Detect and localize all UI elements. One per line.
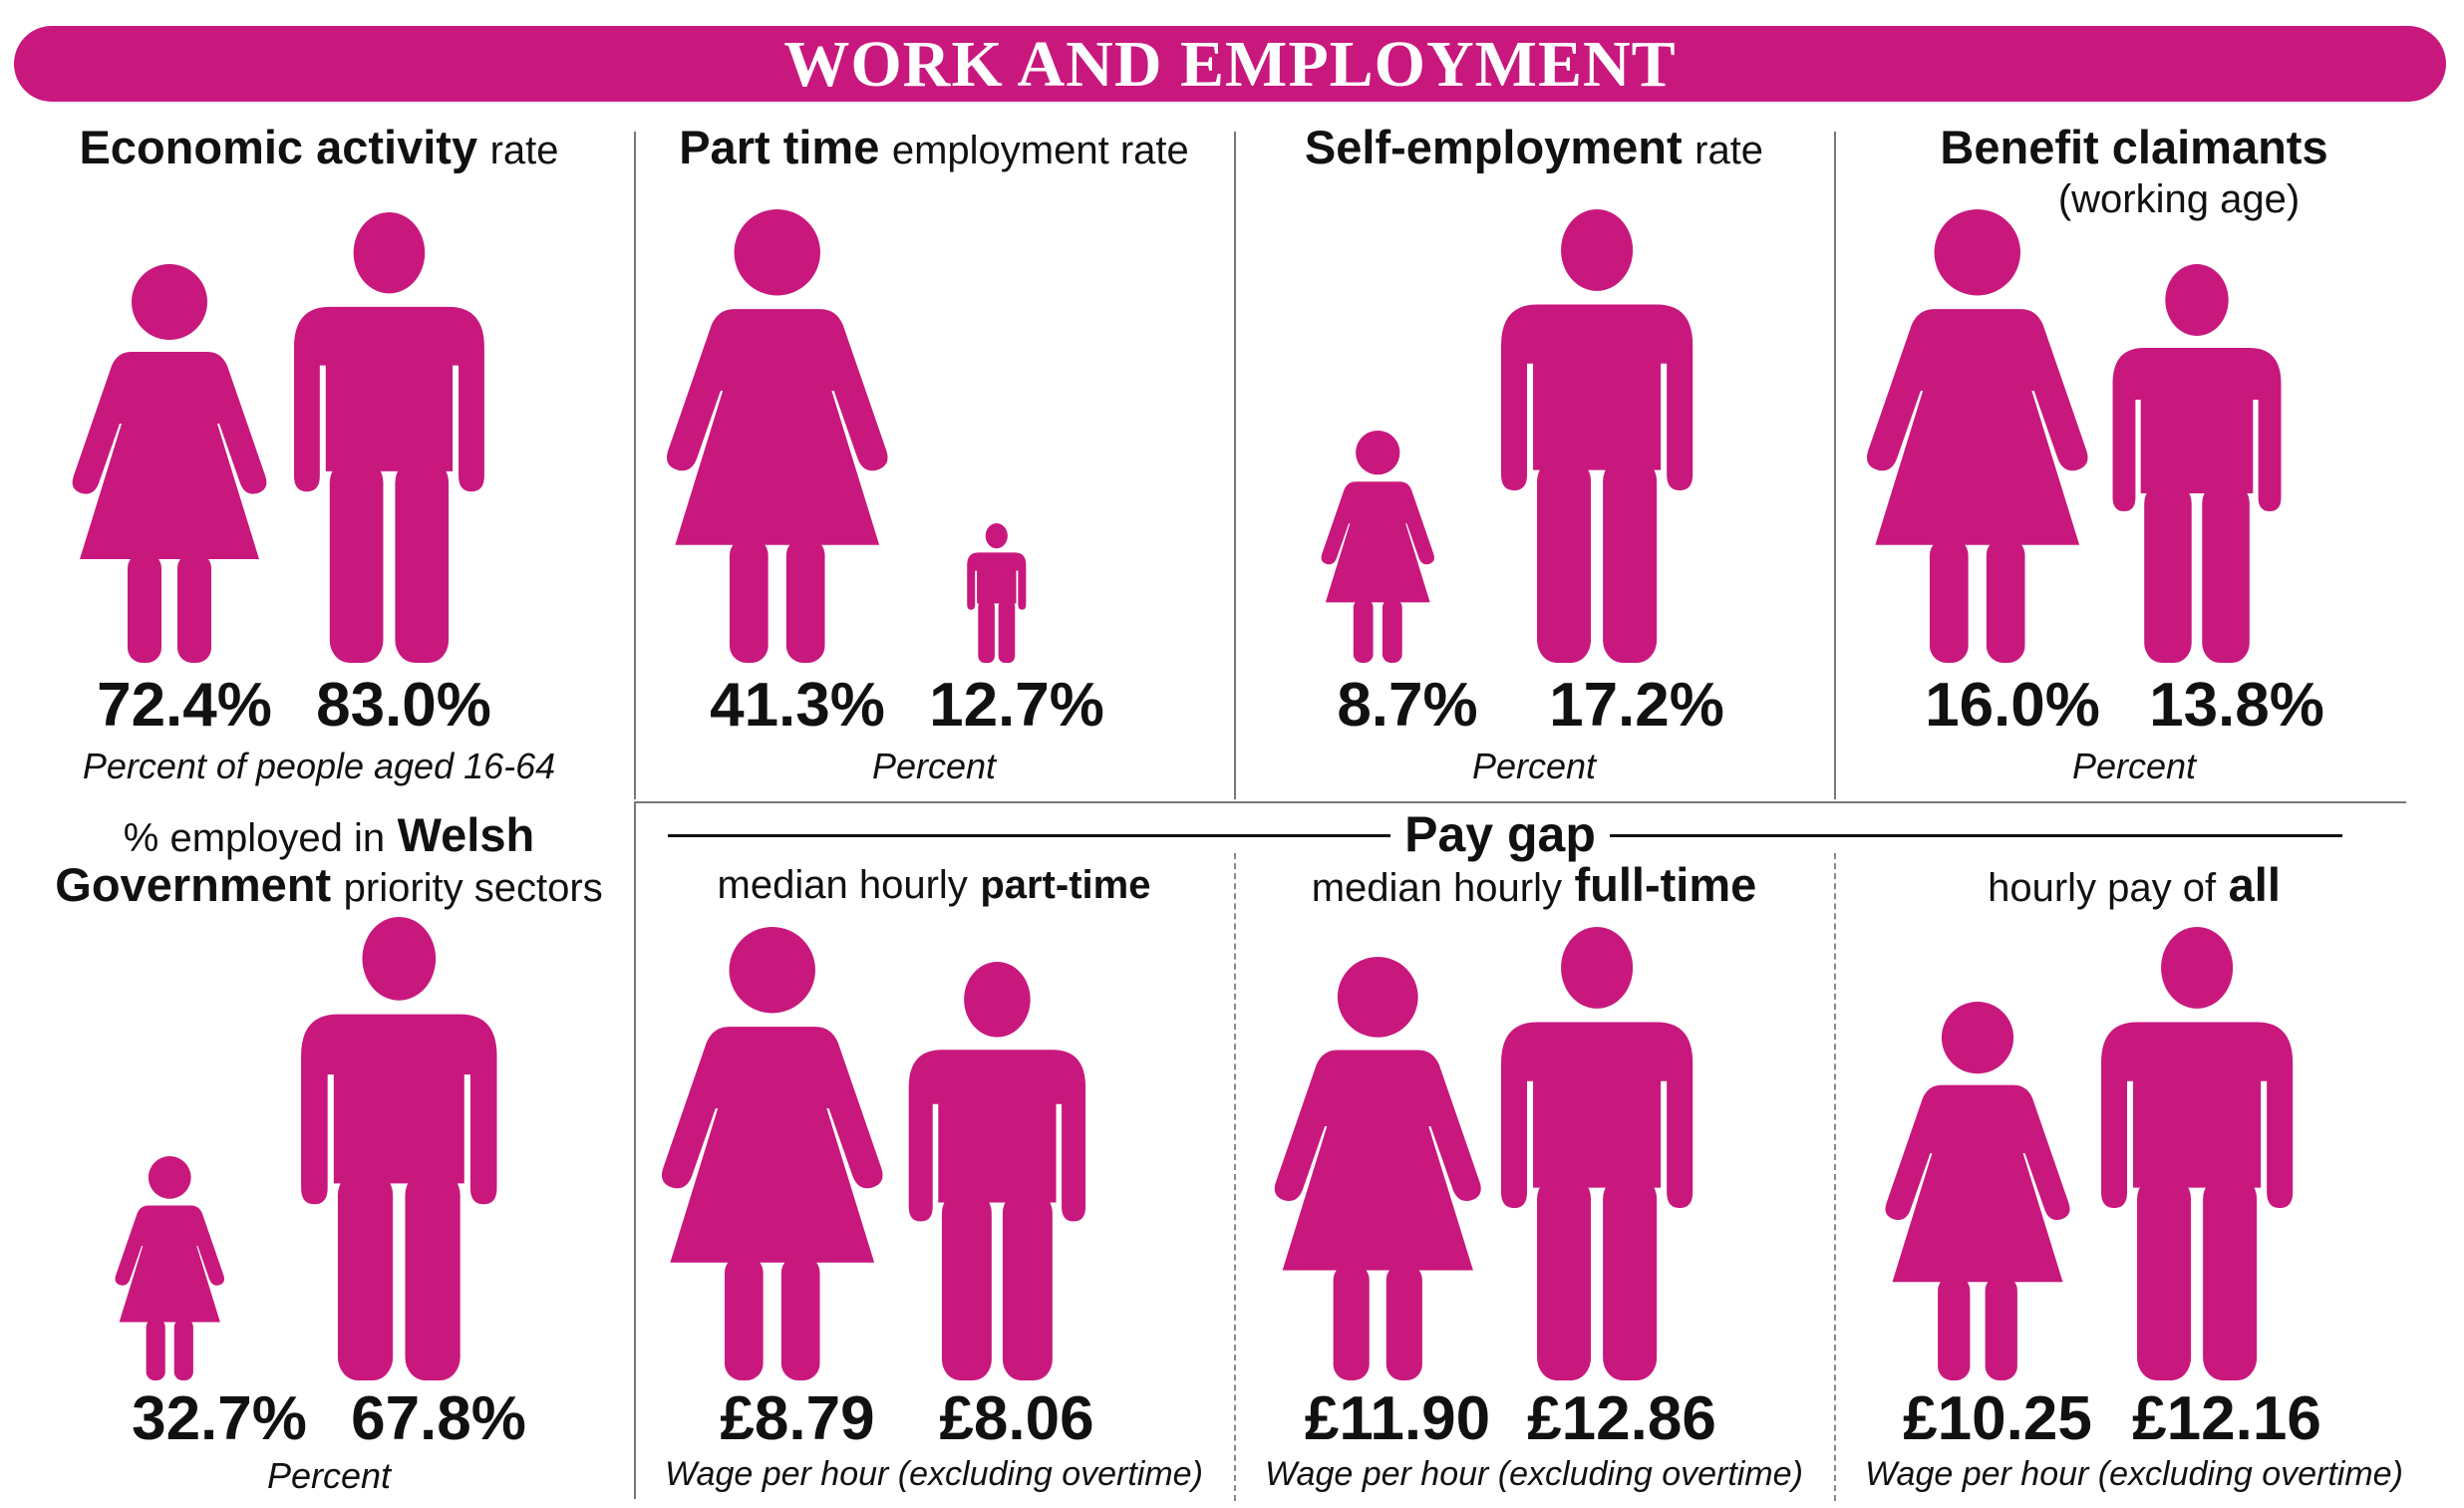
panel-note: Percent	[871, 746, 997, 786]
women-value: 41.3%	[710, 671, 885, 740]
women-value: 8.7%	[1337, 671, 1478, 740]
male-figure-icon	[1500, 927, 1694, 1380]
panel-subtitle: (working age)	[2057, 177, 2301, 221]
divider	[1834, 853, 1836, 1501]
panel-note: Percent of people aged 16-64	[82, 746, 556, 786]
panel-note: Percent	[2071, 746, 2197, 786]
women-value: 72.4%	[97, 671, 272, 740]
panel-pay-all: hourly pay of all £10.25 £12.16 Wage per…	[1838, 857, 2430, 1505]
men-value: 67.8%	[351, 1384, 526, 1453]
panel-title-line2: Government priority sectors	[55, 858, 603, 911]
panel-note: Percent	[266, 1455, 392, 1496]
divider	[634, 801, 2406, 803]
panel-priority-sectors: % employed in Welsh Government priority …	[30, 807, 628, 1505]
men-value: £8.06	[939, 1384, 1094, 1453]
divider	[1234, 132, 1236, 799]
female-figure-icon	[662, 927, 883, 1380]
panel-note: Wage per hour (excluding overtime)	[1865, 1455, 2403, 1493]
divider	[1834, 132, 1836, 799]
panel-note: Wage per hour (excluding overtime)	[1265, 1455, 1803, 1493]
panel-note: Wage per hour (excluding overtime)	[665, 1455, 1203, 1493]
male-figure-icon	[967, 523, 1027, 663]
panel-title: Benefit claimants	[1940, 121, 2328, 173]
female-figure-icon	[667, 209, 888, 663]
women-value: 16.0%	[1925, 671, 2100, 740]
men-value: £12.86	[1527, 1384, 1716, 1453]
panel-benefit-claimants: Benefit claimants (working age) 16.0% 13…	[1838, 120, 2430, 797]
page-title: WORK AND EMPLOYMENT	[14, 26, 2446, 102]
divider	[634, 801, 636, 1499]
panel-title: Self-employment rate	[1304, 121, 1764, 173]
male-figure-icon	[908, 962, 1085, 1380]
female-figure-icon	[1274, 957, 1481, 1380]
panel-title: median hourly full-time	[1311, 858, 1757, 911]
female-figure-icon	[1867, 209, 2088, 663]
female-figure-icon	[72, 264, 267, 663]
men-value: 17.2%	[1549, 671, 1724, 740]
pay-gap-header: Pay gap	[658, 805, 2342, 865]
men-value: 12.7%	[929, 671, 1104, 740]
panel-title: % employed in Welsh	[123, 808, 535, 861]
panel-part-time: Part time employment rate 41.3% 12.7% Pe…	[638, 120, 1230, 797]
women-value: £10.25	[1903, 1384, 2092, 1453]
female-figure-icon	[1321, 431, 1434, 663]
male-figure-icon	[2100, 927, 2294, 1380]
women-value: 32.7%	[132, 1384, 307, 1453]
pay-gap-label: Pay gap	[1390, 806, 1610, 862]
women-value: £8.79	[720, 1384, 875, 1453]
panel-self-employment: Self-employment rate 8.7% 17.2% Percent	[1238, 120, 1830, 797]
female-figure-icon	[115, 1156, 224, 1380]
male-figure-icon	[293, 212, 484, 663]
panel-title: median hourly part-time	[717, 863, 1151, 907]
panel-note: Percent	[1471, 746, 1597, 786]
women-value: £11.90	[1304, 1384, 1491, 1453]
male-figure-icon	[2112, 264, 2282, 663]
panel-title: Economic activity rate	[79, 121, 559, 173]
men-value: 83.0%	[316, 671, 491, 740]
panel-title: hourly pay of all	[1988, 858, 2281, 911]
female-figure-icon	[1885, 1002, 2070, 1380]
divider	[1234, 853, 1236, 1501]
male-figure-icon	[300, 917, 497, 1380]
men-value: £12.16	[2132, 1384, 2321, 1453]
panel-title: Part time employment rate	[679, 121, 1189, 173]
panel-pay-part-time: median hourly part-time £8.79 £8.06 Wage…	[638, 857, 1230, 1505]
panel-pay-full-time: median hourly full-time £11.90 £12.86 Wa…	[1238, 857, 1830, 1505]
male-figure-icon	[1500, 209, 1694, 663]
panel-economic-activity: Economic activity rate 72.4% 83.0% Perce…	[30, 120, 608, 797]
divider	[634, 132, 636, 799]
men-value: 13.8%	[2149, 671, 2324, 740]
